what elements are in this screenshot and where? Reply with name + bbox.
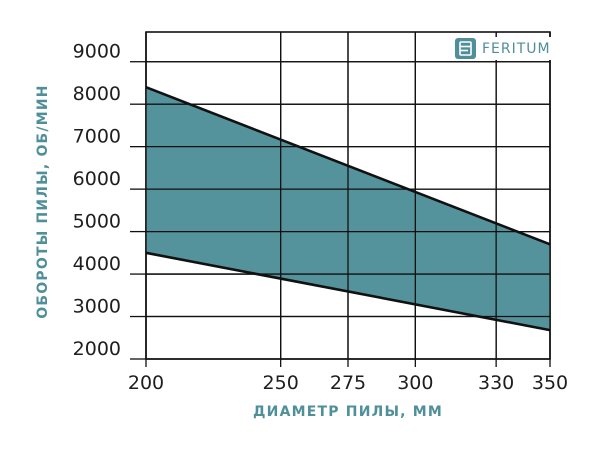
y-tick-label: 2000 [73,338,121,360]
brand-logo: FERITUM [452,37,554,60]
x-tick-label: 275 [330,372,366,394]
x-axis-title: ДИАМЕТР ПИЛЫ, ММ [253,404,443,420]
x-tick-label: 250 [263,372,299,394]
x-tick-label: 300 [397,372,433,394]
y-tick-label: 3000 [73,296,121,318]
y-tick-label: 6000 [73,168,121,190]
x-tick-label: 200 [128,372,164,394]
x-tick-label: 350 [532,372,568,394]
y-tick-label: 4000 [73,253,121,275]
tick-labels: 2000 3000 4000 5000 6000 7000 8000 9000 200 250 27… [73,41,568,394]
feritum-logo-icon [455,38,476,59]
x-tick-label: 330 [478,372,514,394]
y-tick-label: 8000 [73,83,121,105]
boundary-lines [145,85,551,332]
brand-name: FERITUM [482,40,551,57]
min-rpm-line [145,251,551,332]
y-tick-label: 7000 [73,126,121,148]
rpm-band [145,32,551,360]
y-tick-label: 9000 [73,41,121,63]
max-rpm-line [145,85,551,246]
y-tick-label: 5000 [73,211,121,233]
y-axis-title: ОБОРОТЫ ПИЛЫ, ОБ/МИН [35,84,51,318]
